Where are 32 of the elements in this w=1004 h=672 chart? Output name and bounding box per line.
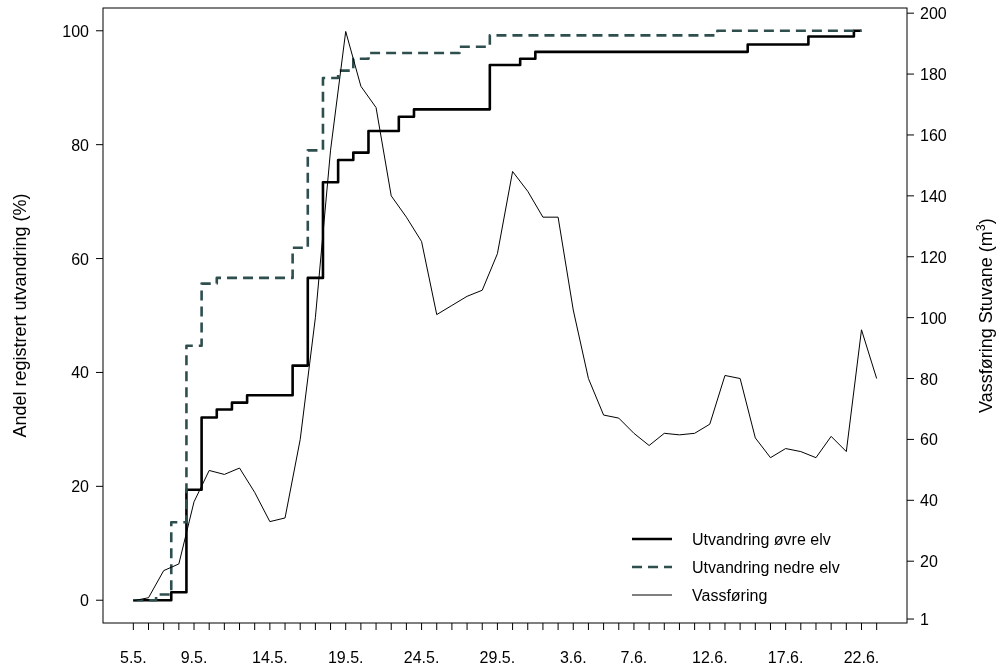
y2-tick-label: 140 [920,187,947,205]
y2-tick-label: 120 [920,248,947,266]
x-tick-label: 19.5. [327,649,364,666]
x-tick-label: 12.6. [692,649,728,666]
y-axis-title: Andel registrert utvandring (%) [10,193,30,438]
y-tick-label: 80 [71,136,90,154]
x-tick-label: 3.6. [559,649,587,666]
y-tick-label: 0 [80,592,90,610]
y-tick-label: 60 [71,250,90,268]
y2-tick-label: 20 [920,553,938,571]
y-tick-label: 100 [62,22,90,40]
y-tick-label: 20 [71,478,90,496]
y2-tick-label: 60 [920,431,938,449]
y2-tick-label: 1 [920,611,929,629]
x-tick-label: 24.5. [403,649,440,666]
legend-label: Utvandring øvre elv [692,531,831,548]
x-tick-label: 17.6. [767,649,804,666]
x-tick-label: 14.5. [252,649,288,666]
x-tick-label: 5.5. [120,649,147,666]
x-tick-label: 7.6. [620,649,648,666]
legend-label: Vassføring [692,587,768,604]
y2-tick-label: 160 [920,126,947,144]
y2-tick-label: 100 [920,309,947,327]
y2-tick-label: 40 [920,492,938,510]
x-tick-label: 22.6. [843,649,880,666]
y2-tick-label: 180 [920,66,947,84]
x-tick-label: 9.5. [180,649,208,666]
y2-tick-label: 80 [920,370,938,388]
legend-label: Utvandring nedre elv [692,559,840,576]
x-tick-label: 29.5. [479,649,516,666]
y2-tick-label: 200 [920,5,947,23]
y-tick-label: 40 [71,364,90,382]
